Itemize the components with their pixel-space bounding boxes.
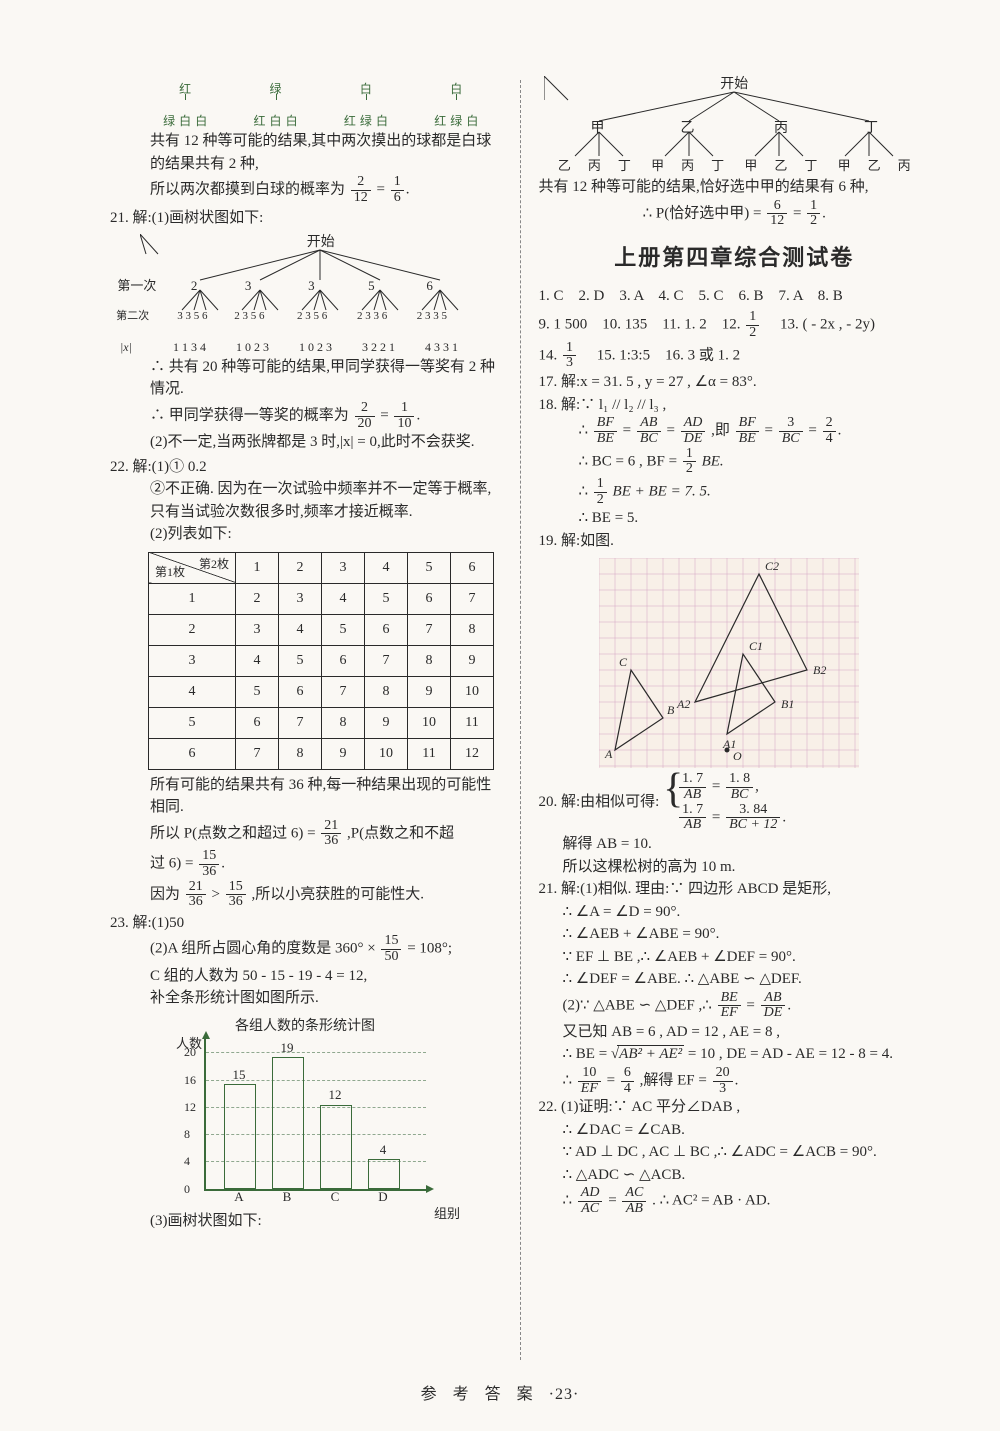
bar-B <box>272 1057 304 1189</box>
svg-text:C1: C1 <box>749 639 763 653</box>
q21r-9: ∴ 10EF = 64 ,解得 EF = 203. <box>539 1066 931 1096</box>
q21-20outcomes: ∴ 共有 20 种等可能的结果,甲同学获得一等奖有 2 种情况. <box>110 356 502 401</box>
tree-abcd: 开始 甲乙 丙丁 乙丙丁 甲丙丁 甲乙丁 甲乙丙 <box>539 76 931 176</box>
footer-label: 参 考 答 案 <box>421 1386 539 1403</box>
q21r-2: ∴ ∠A = ∠D = 90°. <box>539 901 931 924</box>
q21r-7: 又已知 AB = 6 , AD = 12 , AE = 8 , <box>539 1021 931 1044</box>
q22-psum: 所以 P(点数之和超过 6) = 2136 ,P(点数之和不超 <box>110 819 502 849</box>
q18-bc: ∴ BC = 6 , BF = 12 BE. <box>539 447 931 477</box>
q19: 19. 解:如图. <box>539 530 931 553</box>
q21-2: (2)不一定,当两张牌都是 3 时,|x| = 0,此时不会获奖. <box>110 431 502 454</box>
q18-head: 18. 解:∵ l₁ // l₂ // l₃ , <box>539 394 931 417</box>
q22r-1: 22. (1)证明:∵ AC 平分∠DAB , <box>539 1096 931 1119</box>
page-footer: 参 考 答 案 ·23· <box>0 1383 1000 1407</box>
q23-head: 23. 解:(1)50 <box>110 912 502 935</box>
svg-text:A2: A2 <box>676 697 690 711</box>
sum-table: 第2枚第1枚 123 456 1234567 2345678 3456789 4… <box>148 552 494 770</box>
svg-text:A: A <box>604 747 613 761</box>
q20-tree: 所以这棵松树的高为 10 m. <box>539 856 931 879</box>
answers-2: 9. 1 500 10. 135 11. 1. 2 12. 12 13. ( -… <box>539 310 931 340</box>
q22r-4: ∴ △ADC ∽ △ACB. <box>539 1164 931 1187</box>
text-12-outcomes: 共有 12 种等可能的结果,其中两次摸出的球都是白球的结果共有 2 种, <box>110 130 502 175</box>
svg-text:B2: B2 <box>813 663 826 677</box>
bar-A <box>224 1084 256 1188</box>
bar-chart: 各组人数的条形统计图 人数 048121620A15B19C12D4 组别 <box>180 1016 430 1206</box>
answers-3: 14. 13 15. 1:3:5 16. 3 或 1. 2 <box>539 341 931 371</box>
r-12: 共有 12 种等可能的结果,恰好选中甲的结果有 6 种, <box>539 176 931 199</box>
svg-text:C2: C2 <box>765 559 779 573</box>
q20-head: 20. 解:由相似可得: 1. 7AB = 1. 8BC, 1. 7AB = 3… <box>539 772 931 833</box>
svg-text:C: C <box>619 655 628 669</box>
q22-36: 所有可能的结果共有 36 种,每一种结果出现的可能性相同. <box>110 774 502 819</box>
q23-sup: 补全条形统计图如图所示. <box>110 987 502 1010</box>
q18-eq: ∴ BFBE = ABBC = ADDE ,即 BFBE = 3BC = 24. <box>539 416 931 446</box>
q22-head: 22. 解:(1)① 0.2 <box>110 456 502 479</box>
q21r-5: ∴ ∠DEF = ∠ABE. ∴ △ABE ∽ △DEF. <box>539 968 931 991</box>
bar-chart-xcap: 组别 <box>434 1204 460 1224</box>
tree-q21: 开始 第一次 23 35 6 第二次 3 3 5 62 3 5 6 2 3 5 … <box>140 234 502 334</box>
svg-text:O: O <box>733 749 742 763</box>
q18-sum: ∴ 12 BE + BE = 7. 5. <box>539 477 931 507</box>
q20-ab: 解得 AB = 10. <box>539 833 931 856</box>
left-column: 红 绿白白 绿 红白白 白 红绿白 白 红绿白 共有 12 种等可能的结果,其中… <box>100 80 521 1360</box>
q21-prob: ∴ 甲同学获得一等奖的概率为 220 = 110. <box>110 401 502 431</box>
q23-c: C 组的人数为 50 - 15 - 19 - 4 = 12, <box>110 965 502 988</box>
q21r-3: ∴ ∠AEB + ∠ABE = 90°. <box>539 923 931 946</box>
q22-psum-b: 过 6) = 1536. <box>110 849 502 879</box>
q18-be: ∴ BE = 5. <box>539 507 931 530</box>
absx-row: |x| 1 1 3 4 1 0 2 3 1 0 2 3 3 2 2 1 4 3 … <box>120 338 502 356</box>
q23-2: (2)A 组所占圆心角的度数是 360° × 1550 = 108°; <box>110 934 502 964</box>
svg-text:B1: B1 <box>781 697 794 711</box>
answers-1: 1. C 2. D 3. A 4. C 5. C 6. B 7. A 8. B <box>539 282 931 311</box>
bar-C <box>320 1105 352 1189</box>
q17: 17. 解:x = 31. 5 , y = 27 , ∠α = 83°. <box>539 371 931 394</box>
q22r-3: ∵ AD ⊥ DC , AC ⊥ BC ,∴ ∠ADC = ∠ACB = 90°… <box>539 1141 931 1164</box>
r-prob: ∴ P(恰好选中甲) = 612 = 12. <box>539 199 931 229</box>
grid-figure: ABCA1B1C1A2B2C2O <box>599 558 931 768</box>
q22r-5: ∴ ADAC = ACAB . ∴ AC² = AB · AD. <box>539 1186 931 1216</box>
bar-D <box>368 1159 400 1188</box>
page: 红 绿白白 绿 红白白 白 红绿白 白 红绿白 共有 12 种等可能的结果,其中… <box>0 0 1000 1431</box>
q21: 21. 解:(1)画树状图如下: <box>110 207 502 230</box>
q22-body: ②不正确. 因为在一次试验中频率并不一定等于概率,只有当试验次数很多时,频率才接… <box>110 478 502 523</box>
tree-balls: 红 绿白白 绿 红白白 白 红绿白 白 红绿白 <box>140 80 502 130</box>
section-title: 上册第四章综合测试卷 <box>539 241 931 274</box>
q21r-6: (2)∵ △ABE ∽ △DEF ,∴ BEEF = ABDE. <box>539 991 931 1021</box>
right-column: 开始 甲乙 丙丁 乙丙丁 甲丙丁 甲乙丁 甲乙丙 共有 12 种等可能的结果,恰… <box>521 80 941 1360</box>
page-number: ·23· <box>549 1386 580 1403</box>
q21r-8: ∴ BE = AB² + AE² = 10 , DE = AD - AE = 1… <box>539 1043 931 1066</box>
q22-intro: (2)列表如下: <box>110 523 502 546</box>
q22-cmp: 因为 2136 > 1536 ,所以小亮获胜的可能性大. <box>110 880 502 910</box>
q22r-2: ∴ ∠DAC = ∠CAB. <box>539 1119 931 1142</box>
q21r-1: 21. 解:(1)相似. 理由:∵ 四边形 ABCD 是矩形, <box>539 878 931 901</box>
svg-text:B: B <box>667 703 675 717</box>
text-prob-white: 所以两次都摸到白球的概率为 212 = 16. <box>110 175 502 205</box>
bar-chart-title: 各组人数的条形统计图 <box>180 1016 430 1037</box>
two-column-layout: 红 绿白白 绿 红白白 白 红绿白 白 红绿白 共有 12 种等可能的结果,其中… <box>100 80 940 1360</box>
q21r-4: ∵ EF ⊥ BE ,∴ ∠AEB + ∠DEF = 90°. <box>539 946 931 969</box>
